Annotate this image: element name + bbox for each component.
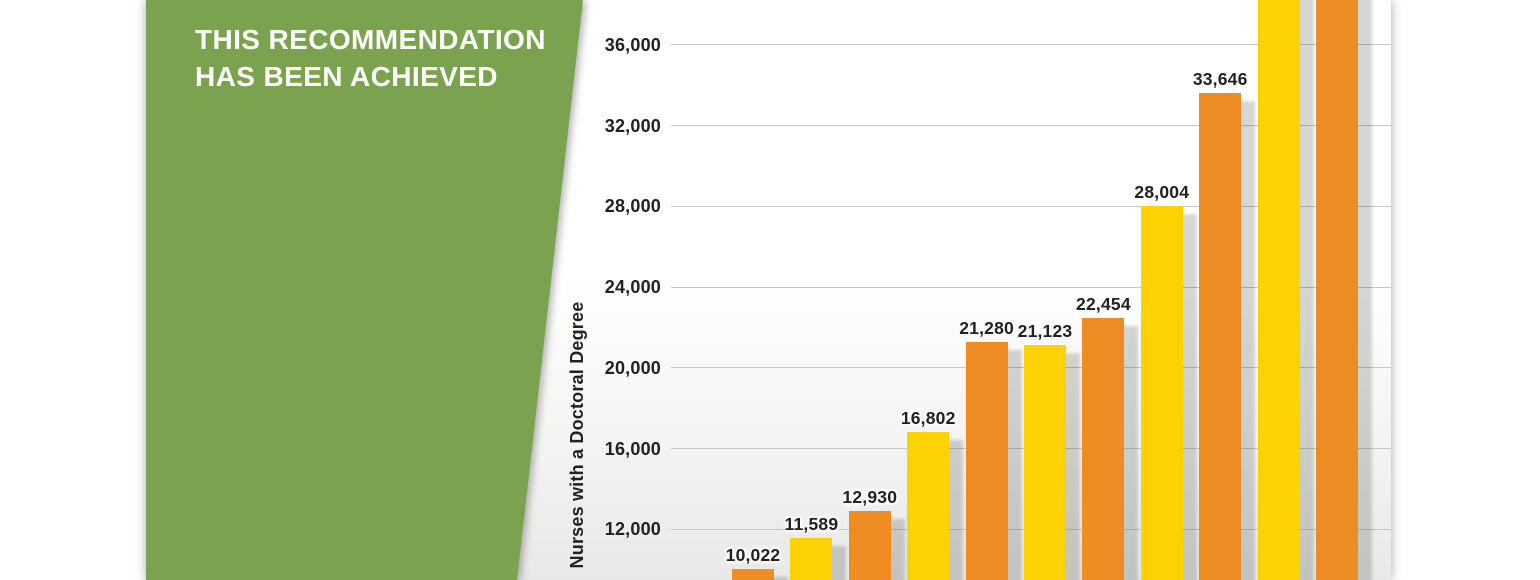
bar-7 bbox=[1082, 318, 1125, 580]
bar-value-label-5: 21,280 bbox=[959, 318, 1014, 339]
bar-3 bbox=[848, 510, 891, 580]
bar-4 bbox=[907, 432, 950, 580]
bar-10 bbox=[1257, 0, 1300, 580]
bar-2 bbox=[790, 537, 833, 580]
banner-shadow-wrap: THIS RECOMMENDATION HAS BEEN ACHIEVED bbox=[146, 0, 606, 580]
y-tick-label-32000: 32,000 bbox=[604, 115, 661, 136]
bar-11 bbox=[1316, 0, 1358, 580]
y-tick-label-16000: 16,000 bbox=[604, 438, 661, 459]
y-tick-label-20000: 20,000 bbox=[604, 357, 661, 378]
bar-8 bbox=[1140, 206, 1183, 580]
bar-value-label-1: 10,022 bbox=[725, 545, 781, 566]
bar-value-label-6: 21,123 bbox=[1017, 321, 1073, 342]
gridline-24000 bbox=[671, 286, 1391, 288]
bar-value-label-9: 33,646 bbox=[1192, 68, 1248, 89]
bar-6 bbox=[1024, 345, 1066, 580]
gridline-36000 bbox=[671, 44, 1391, 46]
banner-text: THIS RECOMMENDATION HAS BEEN ACHIEVED bbox=[195, 21, 546, 95]
y-tick-label-36000: 36,000 bbox=[604, 34, 661, 55]
achievement-banner: THIS RECOMMENDATION HAS BEEN ACHIEVED bbox=[146, 0, 583, 580]
gridline-32000 bbox=[671, 125, 1391, 127]
banner-line-1: THIS RECOMMENDATION bbox=[195, 24, 546, 55]
bar-value-label-4: 16,802 bbox=[900, 408, 956, 429]
banner-line-2: HAS BEEN ACHIEVED bbox=[195, 61, 498, 92]
bar-9 bbox=[1199, 92, 1242, 580]
bar-value-label-3: 12,930 bbox=[842, 486, 898, 507]
bar-value-label-2: 11,589 bbox=[784, 513, 839, 534]
y-tick-label-24000: 24,000 bbox=[604, 277, 661, 298]
y-tick-label-28000: 28,000 bbox=[604, 196, 661, 217]
y-tick-label-12000: 12,000 bbox=[604, 519, 661, 540]
bar-5 bbox=[965, 342, 1008, 580]
bar-1 bbox=[732, 569, 774, 580]
bar-value-label-7: 22,454 bbox=[1076, 294, 1131, 315]
bar-value-label-8: 28,004 bbox=[1134, 182, 1190, 203]
bar-chart: Nurses with a Doctoral Degree 36,000 32,0… bbox=[146, 0, 1391, 580]
report-page: THIS RECOMMENDATION HAS BEEN ACHIEVED Nu… bbox=[146, 0, 1391, 580]
gridline-28000 bbox=[671, 205, 1391, 207]
